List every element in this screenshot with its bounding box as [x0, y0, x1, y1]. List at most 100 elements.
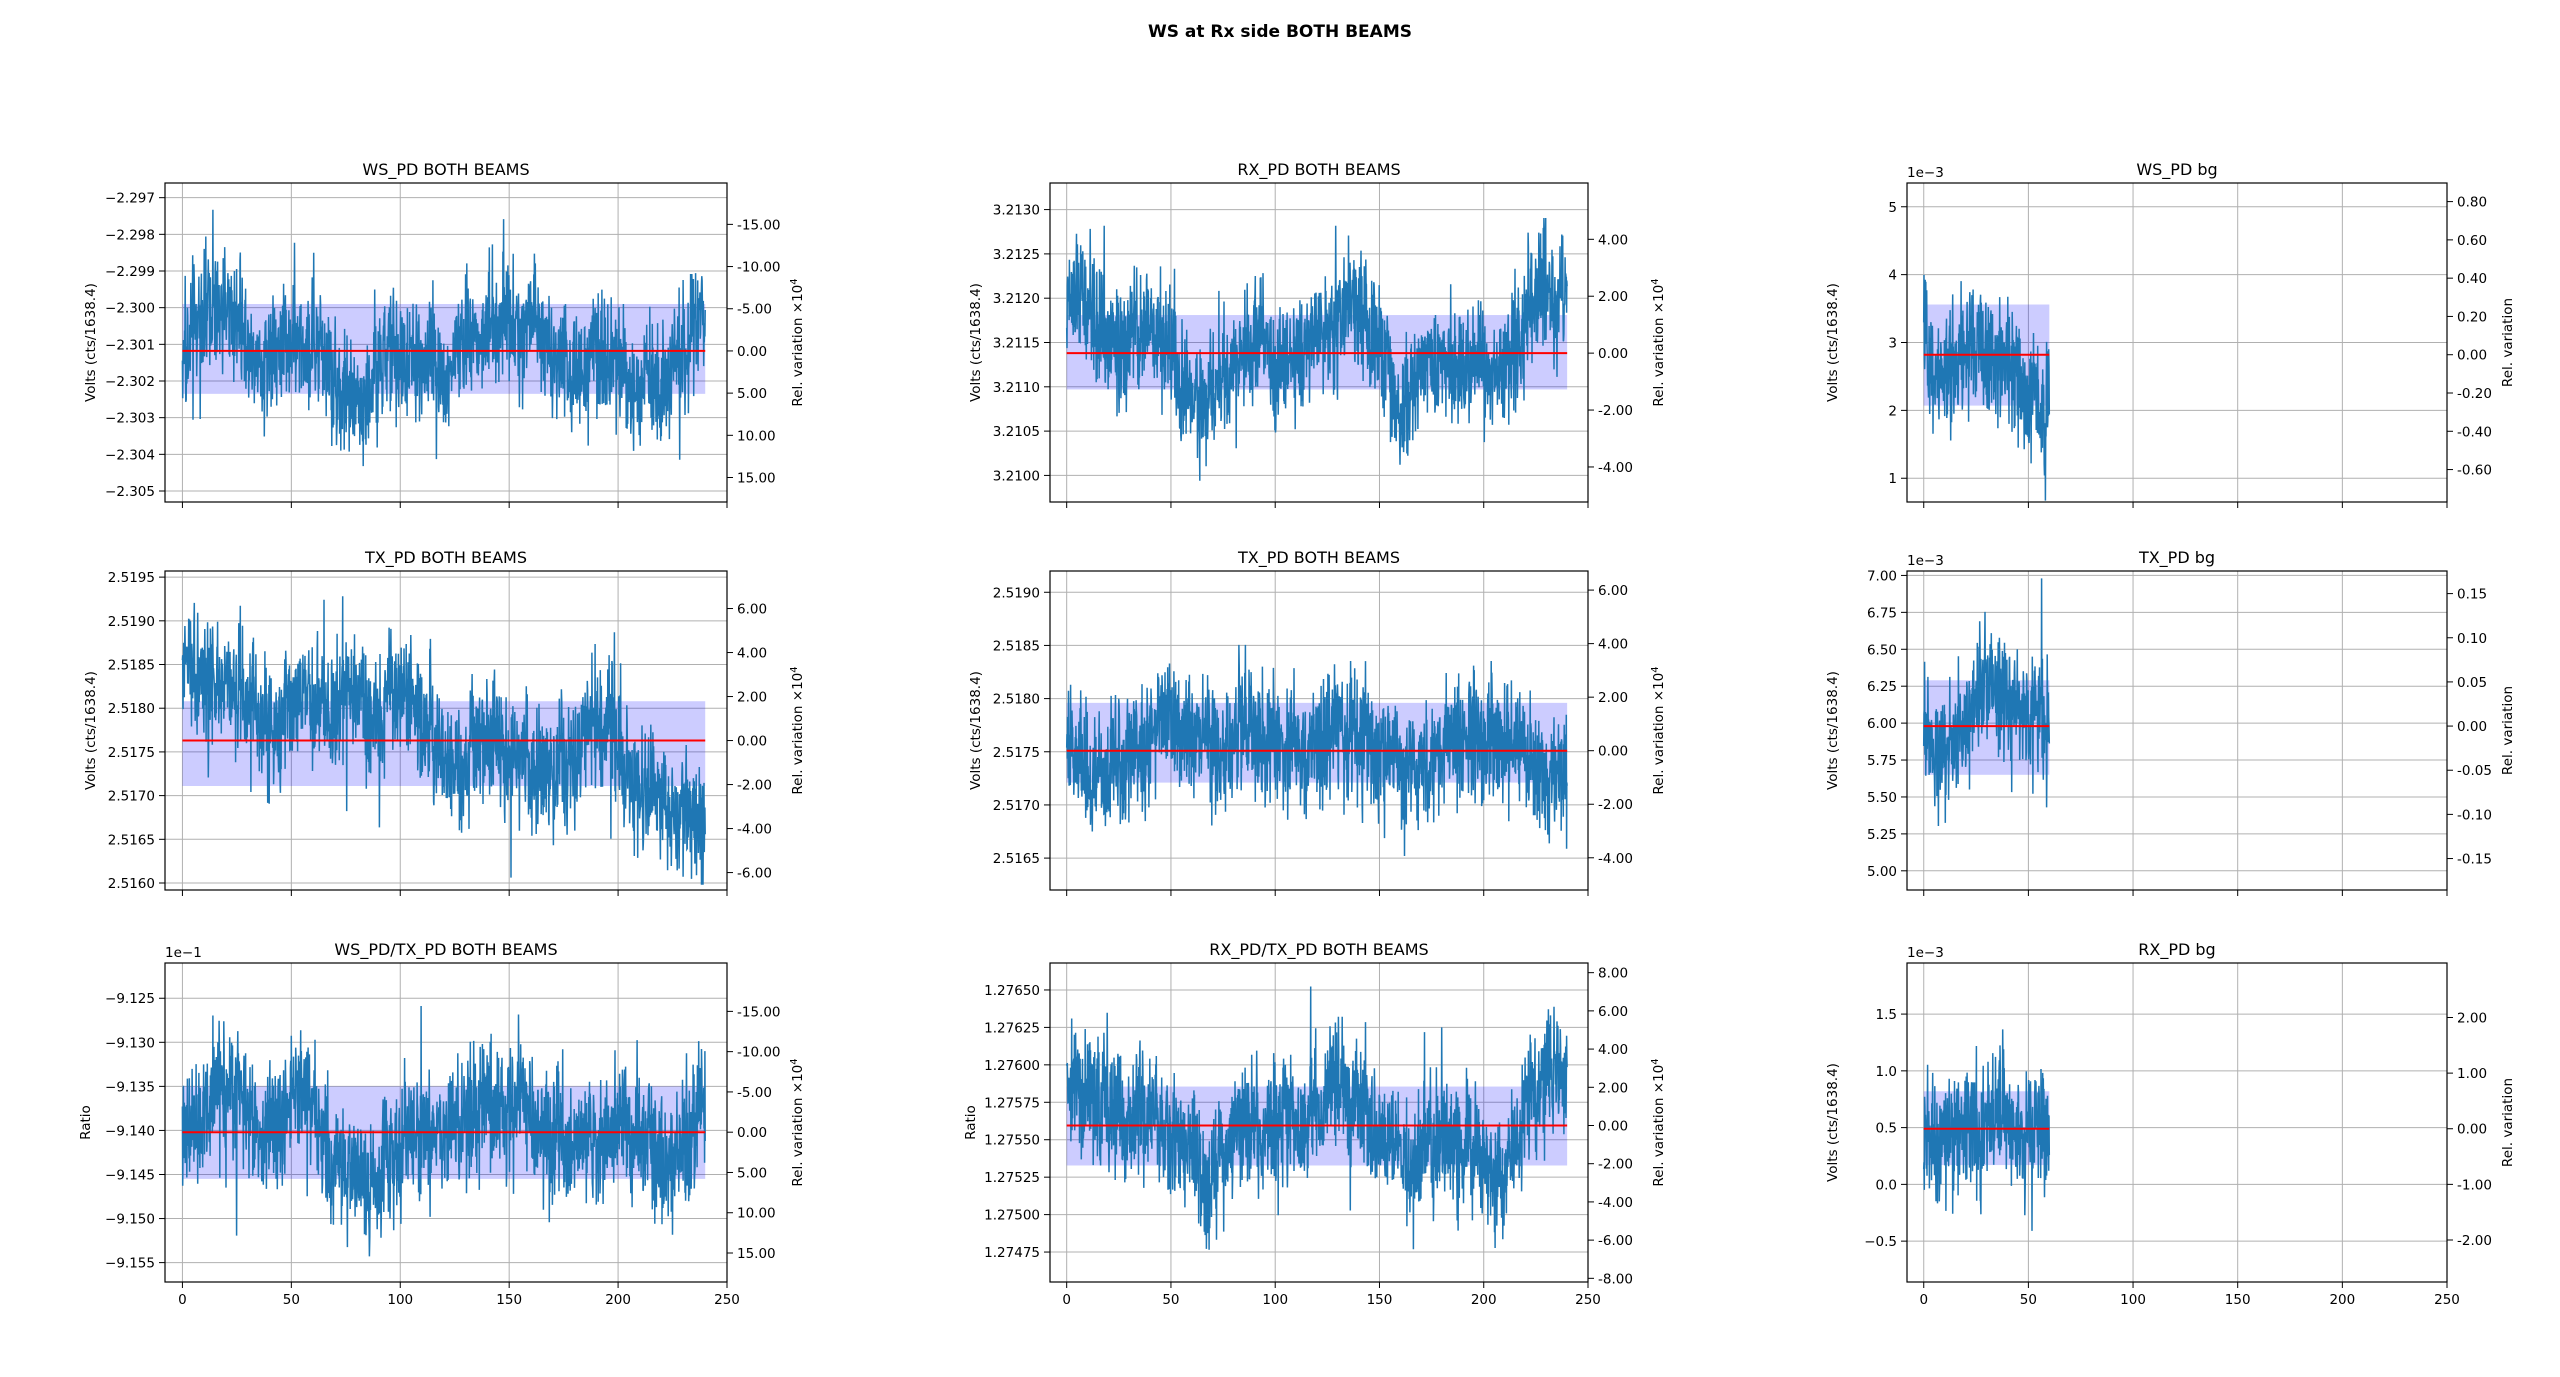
y2-tick-label: 0.05	[2457, 675, 2487, 691]
y-tick-label: 2.5175	[993, 745, 1040, 761]
y2-tick-label: 6.00	[737, 602, 767, 618]
data-series	[181, 209, 706, 467]
axes-frame	[1906, 962, 2448, 1283]
x-tick-label: 0	[1062, 1292, 1071, 1308]
y2-tick-label: -4.00	[1598, 460, 1633, 476]
y-offset-label: 1e−3	[1907, 945, 1944, 961]
y2-tick-label: -0.40	[2457, 424, 2492, 440]
y-tick-label: 6.75	[1867, 605, 1897, 621]
axes-frame	[1906, 570, 2448, 891]
y2-tick-label: -0.10	[2457, 807, 2492, 823]
y-axis-label: Volts (cts/1638.4)	[968, 283, 984, 402]
subplot-title: WS_PD bg	[2136, 160, 2217, 180]
y-axis-label: Volts (cts/1638.4)	[83, 283, 99, 402]
y-tick-label: 3.2125	[993, 247, 1040, 263]
y-tick-label: 0.5	[1876, 1121, 1897, 1137]
y2-tick-label: -2.00	[1598, 797, 1633, 813]
subplot-4: TX_PD BOTH BEAMS 2.5160 2.5165 2.5170 2.5175…	[83, 548, 806, 896]
subplot-5: TX_PD BOTH BEAMS 2.5165 2.5170 2.5175 2.5180…	[968, 548, 1667, 896]
y-tick-label: 6.50	[1867, 642, 1897, 658]
y2-tick-label: 1.00	[2457, 1066, 2487, 1082]
subplot-3: WS_PD bg 1 2 3 4 5 1e−3 Volts (cts/1638.4) -0.60…	[1825, 160, 2516, 508]
y2-tick-label: 6.00	[1598, 1004, 1628, 1020]
y-axis-label: Volts (cts/1638.4)	[83, 671, 99, 790]
y-tick-label: 1.27500	[984, 1208, 1040, 1224]
y2-axis-label: Rel. variation ×104	[789, 666, 807, 794]
y2-tick-label: -4.00	[1598, 851, 1633, 867]
y2-tick-label: 0.15	[2457, 587, 2487, 603]
y2-tick-label: 0.00	[737, 734, 767, 750]
y2-tick-label: -0.20	[2457, 386, 2492, 402]
y2-tick-label: -2.00	[1598, 1157, 1633, 1173]
x-tick-label: 100	[1262, 1292, 1288, 1308]
y-tick-label: 5.75	[1867, 753, 1897, 769]
y-tick-label: −0.5	[1864, 1234, 1897, 1250]
data-series	[181, 1005, 706, 1257]
y2-tick-label: 15.00	[737, 470, 776, 486]
y2-tick-label: -5.00	[737, 1085, 772, 1101]
subplot-title: RX_PD/TX_PD BOTH BEAMS	[1209, 940, 1428, 960]
y2-tick-label: 2.00	[737, 690, 767, 706]
y-tick-label: 1.27525	[984, 1170, 1040, 1186]
subplot-9: RX_PD bg −0.5 0.0 0.5 1.0 1.5 1e−3 Volts (cts/1…	[1825, 940, 2516, 1308]
y2-tick-label: -4.00	[1598, 1195, 1633, 1211]
y-tick-label: 1.27475	[984, 1245, 1040, 1261]
x-tick-label: 200	[605, 1292, 631, 1308]
y2-tick-label: 0.00	[737, 344, 767, 360]
y2-tick-label: 0.00	[1598, 1118, 1628, 1134]
x-tick-label: 150	[2225, 1292, 2251, 1308]
y2-tick-label: 2.00	[1598, 289, 1628, 305]
y-tick-label: 2.5165	[108, 832, 155, 848]
y-tick-label: −9.155	[105, 1256, 155, 1272]
y2-tick-label: -2.00	[737, 778, 772, 794]
y2-axis-label: Rel. variation ×104	[1650, 278, 1668, 406]
y2-tick-label: -1.00	[2457, 1177, 2492, 1193]
y2-tick-label: -0.15	[2457, 852, 2492, 868]
axes-frame	[164, 962, 728, 1283]
y-tick-label: −9.140	[105, 1123, 155, 1139]
y-axis-label: Volts (cts/1638.4)	[968, 671, 984, 790]
y-axis-label: Ratio	[78, 1105, 94, 1140]
x-tick-label: 0	[1919, 1292, 1928, 1308]
y-tick-label: 5	[1888, 200, 1897, 216]
y2-tick-label: -10.00	[737, 1045, 781, 1061]
y-tick-label: 2	[1888, 403, 1897, 419]
y2-tick-label: 8.00	[1598, 966, 1628, 982]
y2-tick-label: 0.10	[2457, 631, 2487, 647]
y-tick-label: −9.135	[105, 1079, 155, 1095]
subplot-7: WS_PD/TX_PD BOTH BEAMS −9.155 −9.150 −9.145…	[78, 940, 806, 1308]
y-tick-label: 2.5180	[108, 701, 155, 717]
y-tick-label: 6.25	[1867, 679, 1897, 695]
y2-tick-label: -2.00	[1598, 403, 1633, 419]
y2-axis-label: Rel. variation ×104	[1650, 666, 1668, 794]
y-tick-label: −2.303	[105, 411, 155, 427]
y2-tick-label: -10.00	[737, 260, 781, 276]
y2-axis-label: Rel. variation	[2500, 298, 2516, 387]
y2-tick-label: 0.00	[2457, 1122, 2487, 1138]
y2-tick-label: 0.60	[2457, 233, 2487, 249]
subplot-8: RX_PD/TX_PD BOTH BEAMS 1.27475 1.27500 1.27…	[963, 940, 1667, 1308]
data-series	[1065, 986, 1568, 1250]
y-tick-label: −9.130	[105, 1035, 155, 1051]
y-tick-label: 4	[1888, 268, 1897, 284]
y-tick-label: 2.5190	[108, 614, 155, 630]
y-tick-label: −2.301	[105, 337, 155, 353]
data-series	[1065, 217, 1568, 481]
y-offset-label: 1e−1	[165, 945, 202, 961]
x-tick-label: 200	[2329, 1292, 2355, 1308]
subplot-title: RX_PD bg	[2138, 940, 2215, 960]
y-tick-label: −2.305	[105, 484, 155, 500]
axes-frame	[164, 570, 728, 891]
subplot-6: TX_PD bg 5.00 5.25 5.50 5.75 6.00 6.25 6.50 6.75…	[1825, 548, 2516, 896]
y-axis-label: Volts (cts/1638.4)	[1825, 671, 1841, 790]
x-tick-label: 200	[1471, 1292, 1497, 1308]
y-offset-label: 1e−3	[1907, 553, 1944, 569]
x-tick-label: 150	[496, 1292, 522, 1308]
y2-tick-label: -15.00	[737, 217, 781, 233]
y2-tick-label: -2.00	[2457, 1233, 2492, 1249]
y2-tick-label: -5.00	[737, 302, 772, 318]
y2-tick-label: 0.00	[2457, 348, 2487, 364]
y-tick-label: 2.5190	[993, 585, 1040, 601]
data-series	[1922, 1029, 2051, 1231]
